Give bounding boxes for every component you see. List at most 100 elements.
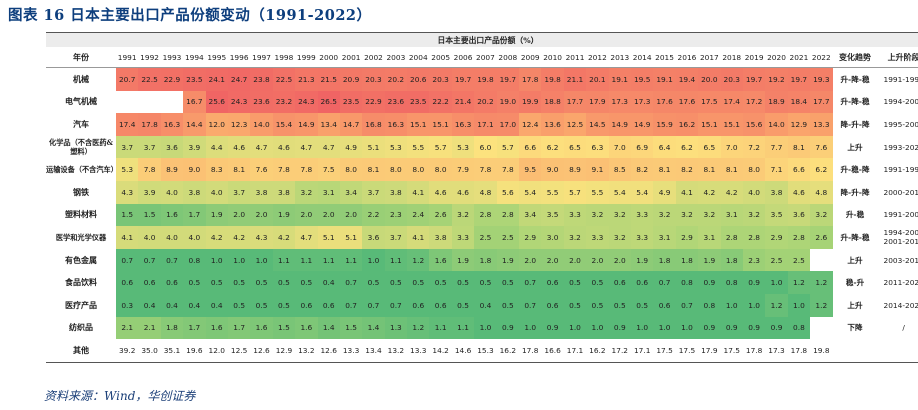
table-row: 电气机械 16.7 25.6 24.3 23.6 23.2 24.3 26.5 23.5 22.9… — [46, 90, 918, 114]
value-cell: 4.2 — [698, 180, 721, 204]
header-year: 1991 — [116, 47, 139, 68]
value-cell: 12.0 — [205, 113, 228, 136]
value-cell: 0.5 — [227, 271, 251, 294]
header-year: 2005 — [429, 47, 452, 68]
row-trend: 上升 — [847, 255, 863, 265]
value-cell: 17.8 — [138, 113, 161, 136]
value-cell: 2.0 — [586, 248, 609, 272]
value-cell: 0.5 — [183, 271, 206, 294]
value-cell: 1.0 — [742, 293, 766, 317]
value-cell: 4.6 — [272, 135, 296, 159]
value-cell: 17.3 — [765, 339, 788, 363]
value-cell: 14.7 — [339, 113, 363, 136]
value-cell: 3.2 — [810, 203, 833, 227]
header-year: 1994 — [183, 47, 206, 68]
value-cell: 1.5 — [138, 203, 161, 227]
value-cell: 16.6 — [541, 339, 564, 363]
value-cell: 0.4 — [138, 293, 161, 317]
value-cell: 24.1 — [205, 67, 228, 91]
value-cell: 2.9 — [675, 226, 699, 249]
value-cell: 2.8 — [742, 226, 766, 249]
value-cell: 23.5 — [407, 90, 430, 114]
value-cell: 1.1 — [272, 248, 296, 272]
row-trend: 升-稳-降 — [840, 165, 870, 175]
value-cell: 1.6 — [205, 316, 228, 340]
value-cell: 19.8 — [474, 67, 497, 91]
value-cell: 19.5 — [630, 67, 654, 91]
value-cell: 4.2 — [227, 226, 251, 249]
value-cell: 35.0 — [138, 339, 161, 363]
value-cell: 1.1 — [317, 248, 340, 272]
value-cell: 13.4 — [362, 339, 385, 363]
header-year: 2007 — [474, 47, 497, 68]
value-cell: 15.1 — [407, 113, 430, 136]
value-cell: 19.1 — [608, 67, 631, 91]
row-stage: 1991-1996 — [883, 74, 918, 84]
row-stage: 2014-2020 — [883, 300, 918, 310]
value-cell: 3.7 — [384, 226, 408, 249]
value-cell: 7.0 — [608, 135, 631, 159]
value-cell: 19.3 — [810, 67, 833, 91]
value-cell: 39.2 — [116, 339, 139, 363]
value-cell: 2.0 — [250, 203, 273, 227]
value-cell: 3.6 — [362, 226, 385, 249]
value-cell: 1.2 — [810, 293, 833, 317]
value-cell: 1.9 — [205, 203, 228, 227]
value-cell: 3.4 — [339, 180, 363, 204]
value-cell: 12.9 — [272, 339, 296, 363]
value-cell: 20.9 — [339, 67, 363, 91]
value-cell: 2.4 — [407, 203, 430, 227]
value-cell: 4.0 — [138, 226, 161, 249]
value-cell: 1.3 — [384, 316, 408, 340]
value-cell: 3.7 — [227, 180, 251, 204]
value-cell: 19.8 — [810, 339, 833, 363]
table-row: 汽车 17.4 17.8 16.3 14.4 12.0 12.3 14.0 15.4 14.9 13… — [46, 113, 918, 136]
value-cell: 20.6 — [407, 67, 430, 91]
value-cell: 0.8 — [720, 271, 743, 294]
value-cell: 0.5 — [429, 271, 452, 294]
value-cell: 17.0 — [496, 113, 520, 136]
value-cell: 17.5 — [698, 90, 721, 114]
value-cell: 2.9 — [519, 226, 542, 249]
value-cell: 1.6 — [250, 316, 273, 340]
value-cell: 0.3 — [116, 293, 139, 317]
value-cell: 1.2 — [407, 316, 430, 340]
header-stage: 上升阶段 — [877, 47, 918, 68]
value-cell: 21.1 — [563, 67, 587, 91]
value-cell: 4.2 — [205, 226, 228, 249]
value-cell: 3.8 — [765, 180, 788, 204]
value-cell: 4.2 — [272, 226, 296, 249]
value-cell: 4.6 — [227, 135, 251, 159]
value-cell: 17.5 — [720, 339, 743, 363]
value-cell: 23.6 — [384, 90, 408, 114]
row-label: 化学品（不含医药&塑料） — [49, 138, 113, 157]
row-stage: 2003-2010 — [883, 255, 918, 265]
row-stage: 1993-2021 — [883, 142, 918, 152]
value-cell: 1.0 — [227, 248, 251, 272]
value-cell: 1.4 — [362, 316, 385, 340]
value-cell: 4.6 — [429, 180, 452, 204]
value-cell: 3.3 — [451, 226, 475, 249]
value-cell: 0.5 — [586, 293, 609, 317]
value-cell: 6.4 — [653, 135, 676, 159]
value-cell: 0.8 — [183, 248, 206, 272]
value-cell: 0.6 — [630, 271, 654, 294]
value-cell: 3.3 — [563, 203, 587, 227]
value-cell: 14.0 — [765, 113, 788, 136]
value-cell: 0.5 — [608, 293, 631, 317]
value-cell: 1.5 — [272, 316, 296, 340]
header-year: 2000 — [317, 47, 340, 68]
value-cell: 9.5 — [519, 158, 542, 181]
table-row: 化学品（不含医药&塑料） 3.7 3.7 3.6 3.9 4.4 4.6 4.7 4.6 4.7 4… — [46, 135, 918, 159]
value-cell: 7.6 — [250, 158, 273, 181]
value-cell: 16.2 — [675, 113, 699, 136]
header-year: 2003 — [384, 47, 408, 68]
value-cell: 4.9 — [653, 180, 676, 204]
row-label: 电气机械 — [65, 96, 97, 107]
value-cell — [810, 248, 833, 272]
value-cell: 17.5 — [675, 339, 699, 363]
source-note: 资料来源：Wind，华创证券 — [44, 389, 196, 403]
value-cell: 0.7 — [339, 271, 363, 294]
value-cell: 20.3 — [429, 67, 452, 91]
value-cell: 3.8 — [183, 180, 206, 204]
